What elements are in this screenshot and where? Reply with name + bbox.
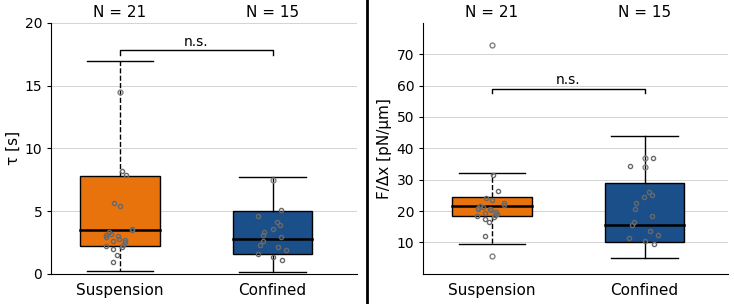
Bar	[80, 176, 160, 246]
Text: n.s.: n.s.	[556, 73, 581, 87]
Bar	[605, 183, 684, 242]
Text: N = 15: N = 15	[618, 5, 671, 20]
Bar	[452, 197, 531, 216]
Y-axis label: F/Δx [pN/μm]: F/Δx [pN/μm]	[377, 98, 393, 199]
Bar	[233, 211, 313, 254]
Text: n.s.: n.s.	[184, 35, 208, 49]
Y-axis label: τ [s]: τ [s]	[6, 131, 21, 165]
Text: N = 21: N = 21	[93, 5, 147, 20]
Text: N = 15: N = 15	[246, 5, 299, 20]
Text: N = 21: N = 21	[465, 5, 518, 20]
